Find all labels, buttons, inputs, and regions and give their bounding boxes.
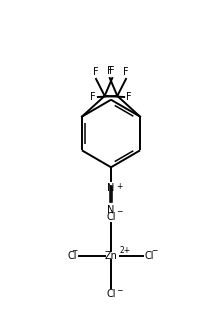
Text: −: −: [116, 207, 122, 216]
Text: +: +: [116, 182, 122, 191]
Text: F: F: [93, 67, 99, 77]
Text: Cl: Cl: [106, 289, 116, 299]
Text: Cl: Cl: [106, 212, 116, 222]
Text: F: F: [123, 67, 129, 77]
Text: Cl: Cl: [68, 251, 77, 260]
Text: −: −: [151, 246, 157, 255]
Text: −: −: [116, 286, 122, 296]
Text: F: F: [107, 66, 113, 76]
Text: N: N: [107, 182, 115, 193]
Text: N: N: [107, 205, 115, 215]
Text: 2+: 2+: [119, 246, 130, 255]
Text: F: F: [126, 92, 131, 102]
Text: −: −: [71, 246, 77, 255]
Text: F: F: [91, 92, 96, 102]
Text: Zn: Zn: [105, 251, 117, 260]
Text: Cl: Cl: [145, 251, 154, 260]
Text: F: F: [109, 66, 115, 76]
